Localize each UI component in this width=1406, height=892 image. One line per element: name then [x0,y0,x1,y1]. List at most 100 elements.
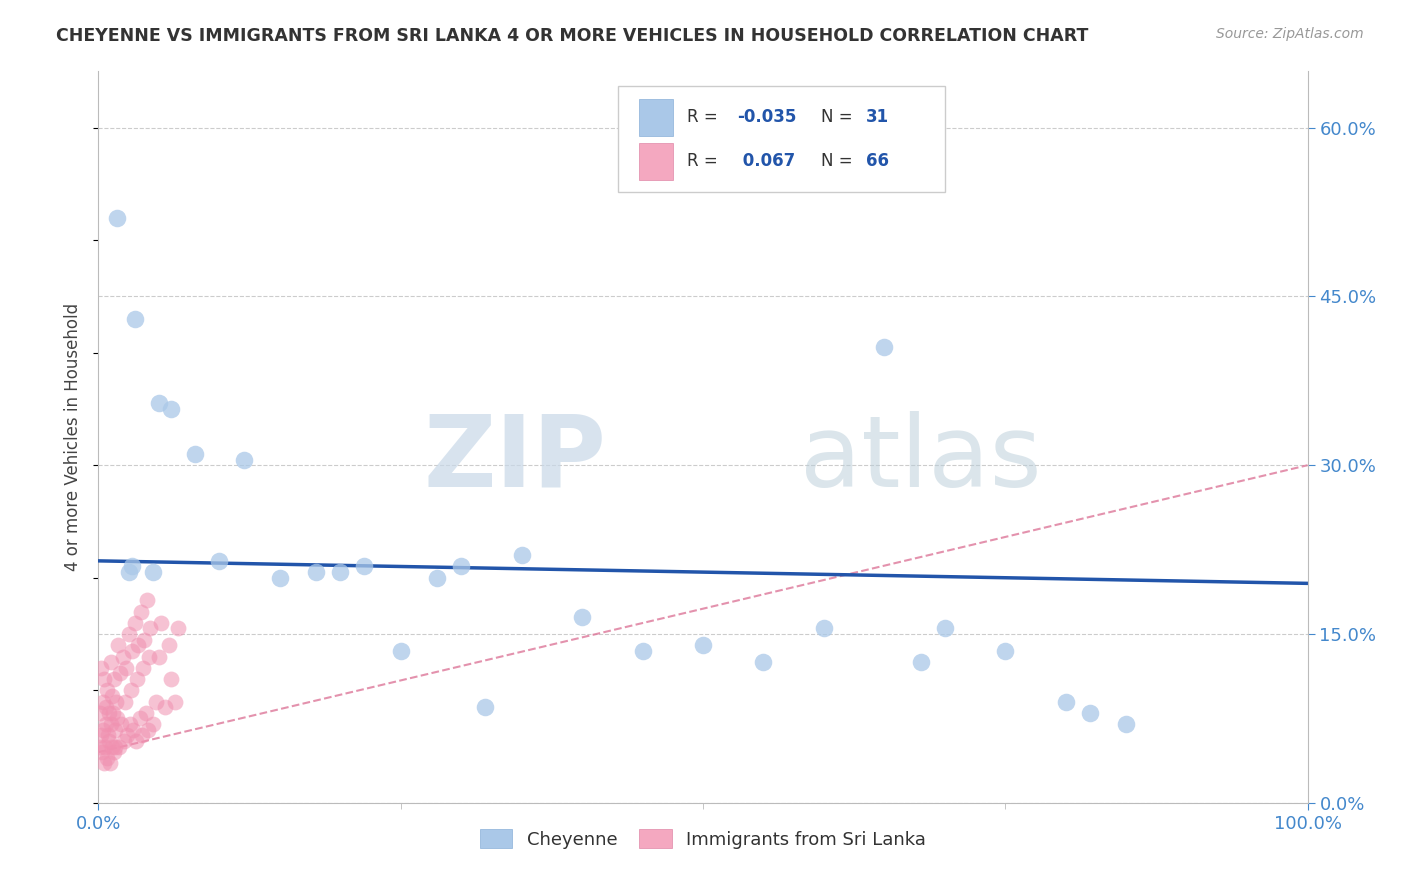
Point [145,694,167,708]
Point [108,739,131,754]
Point [91,745,114,759]
Point [89,706,111,720]
Point [94,739,117,754]
Point [104,739,127,754]
Point [100,717,122,731]
Point [94,700,117,714]
Point [115,661,138,675]
Point [120,683,142,698]
Text: R =: R = [688,109,718,127]
Point [232,452,254,467]
Point [994,644,1017,658]
Point [157,638,180,652]
Text: 0.067: 0.067 [737,153,796,170]
FancyBboxPatch shape [638,99,673,136]
Point [389,644,412,658]
Point [813,621,835,635]
Point [692,638,714,652]
Point [139,621,162,635]
Text: 66: 66 [866,153,889,170]
Text: 31: 31 [866,109,890,127]
Point [184,447,207,461]
Point [142,717,165,731]
Point [105,711,128,725]
Point [305,565,328,579]
Point [108,666,131,681]
Point [107,638,129,652]
Point [135,706,157,720]
Point [122,723,145,737]
Point [97,728,120,742]
Point [96,751,118,765]
Point [103,745,125,759]
Point [752,655,775,669]
Point [131,728,153,742]
Point [104,694,127,708]
Point [142,565,165,579]
Point [148,396,170,410]
Point [631,644,654,658]
Point [208,554,231,568]
Point [93,672,115,686]
Point [89,739,111,754]
Point [91,694,114,708]
Text: R =: R = [688,153,718,170]
Point [127,672,149,686]
Point [101,706,124,720]
Point [118,627,141,641]
Point [112,734,135,748]
Point [136,723,159,737]
Point [124,615,146,630]
Point [1078,706,1101,720]
Point [125,734,148,748]
Point [100,739,122,754]
Point [160,672,183,686]
Point [100,655,122,669]
Point [124,312,146,326]
Point [103,672,125,686]
Text: N =: N = [821,153,853,170]
Point [510,548,533,562]
Point [121,559,143,574]
Point [98,734,121,748]
Legend: Cheyenne, Immigrants from Sri Lanka: Cheyenne, Immigrants from Sri Lanka [472,822,934,856]
Point [910,655,932,669]
Point [148,649,170,664]
Point [873,340,896,354]
Point [105,211,128,225]
Point [118,717,141,731]
Point [167,621,190,635]
FancyBboxPatch shape [619,86,945,192]
Text: N =: N = [821,109,853,127]
Text: -0.035: -0.035 [737,109,796,127]
Text: atlas: atlas [800,410,1042,508]
Point [118,565,141,579]
Point [114,694,136,708]
Point [93,756,115,771]
Point [98,756,121,771]
Point [97,706,120,720]
Point [129,605,152,619]
FancyBboxPatch shape [638,143,673,179]
Point [90,728,112,742]
Point [117,728,139,742]
Point [426,571,449,585]
Text: ZIP: ZIP [423,410,606,508]
Point [150,615,173,630]
Point [91,723,114,737]
Point [153,700,176,714]
Point [96,683,118,698]
Point [111,649,134,664]
Point [1115,717,1137,731]
Point [571,610,593,624]
Point [353,559,375,574]
Point [104,723,127,737]
Point [134,632,156,647]
Point [127,638,149,652]
Point [160,401,183,416]
Point [135,593,157,607]
Point [163,694,186,708]
Point [132,661,155,675]
Point [474,700,496,714]
Point [329,565,352,579]
